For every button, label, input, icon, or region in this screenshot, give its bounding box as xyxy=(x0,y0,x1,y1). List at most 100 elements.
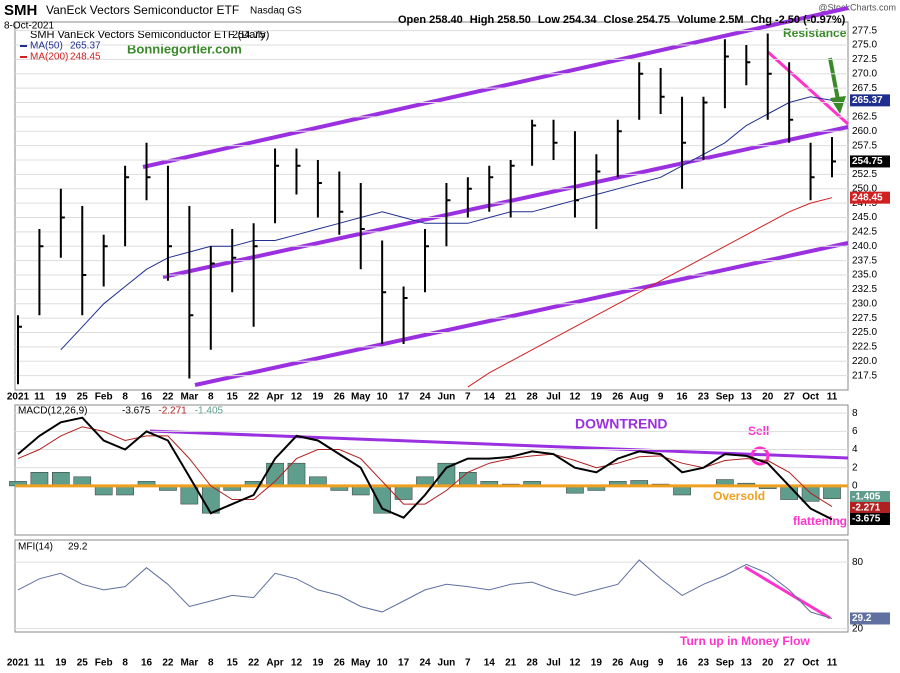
value-label: 254.75 xyxy=(852,156,883,167)
x-tick-label: 11 xyxy=(34,658,45,669)
legend-title: SMH VanEck Vectors Semiconductor ETF (Da… xyxy=(30,29,269,41)
mfi-line xyxy=(17,559,833,619)
y-tick-label: 0 xyxy=(852,481,858,492)
y-tick-label: 252.5 xyxy=(852,169,877,180)
x-tick-label: 7 xyxy=(465,392,471,403)
symbol: SMH xyxy=(4,2,37,19)
x-tick-label: 19 xyxy=(312,658,324,669)
x-tick-label: 23 xyxy=(698,658,710,669)
channel-lower xyxy=(194,241,849,387)
quote-value: 258.40 xyxy=(429,14,463,26)
x-tick-label: 15 xyxy=(227,658,239,669)
x-tick-label: 28 xyxy=(527,658,539,669)
x-tick-label: 17 xyxy=(398,658,410,669)
y-tick-label: 80 xyxy=(852,557,864,568)
x-tick-label: 16 xyxy=(141,658,153,669)
y-tick-label: 262.5 xyxy=(852,112,877,123)
x-tick-label: 15 xyxy=(227,392,239,403)
legend-label: MA(50) xyxy=(30,41,63,52)
annotation: Resistance xyxy=(783,26,847,40)
x-tick-label: 8 xyxy=(122,392,128,403)
x-tick-label: 16 xyxy=(676,658,688,669)
y-tick-label: 2 xyxy=(852,462,858,473)
x-tick-label: 13 xyxy=(741,392,753,403)
y-tick-label: 242.5 xyxy=(852,227,877,238)
x-tick-label: Apr xyxy=(266,658,283,669)
x-tick-label: 26 xyxy=(334,658,346,669)
y-tick-label: 217.5 xyxy=(852,370,877,381)
x-tick-label: 14 xyxy=(484,658,496,669)
x-tick-label: 8 xyxy=(122,658,128,669)
x-tick-label: May xyxy=(351,658,371,669)
annotation: Turn up in Money Flow xyxy=(680,634,810,648)
x-tick-label: 22 xyxy=(248,392,260,403)
x-tick-label: Jun xyxy=(438,392,456,403)
x-tick-label: 16 xyxy=(141,392,153,403)
legend-value: -2.271 xyxy=(158,406,187,417)
mfi-trendline xyxy=(744,565,831,620)
y-tick-label: 237.5 xyxy=(852,255,877,266)
x-tick-label: Apr xyxy=(266,392,283,403)
x-tick-label: Mar xyxy=(180,392,198,403)
quote-value: 2.5M xyxy=(719,14,743,26)
y-tick-label: 272.5 xyxy=(852,54,877,65)
x-tick-label: 19 xyxy=(591,392,603,403)
x-tick-label: 26 xyxy=(334,392,346,403)
y-tick-label: 240.0 xyxy=(852,241,877,252)
x-tick-label: 24 xyxy=(419,392,431,403)
macd-line xyxy=(17,416,833,521)
quote-label: Volume xyxy=(677,14,716,26)
x-tick-label: 2021 xyxy=(7,658,30,669)
y-tick-label: 257.5 xyxy=(852,140,877,151)
sell-circle xyxy=(750,446,770,466)
x-tick-label: 8 xyxy=(208,392,214,403)
x-tick-label: Oct xyxy=(802,658,819,669)
value-box xyxy=(850,513,890,525)
value-box xyxy=(850,94,890,107)
quote-label: Close xyxy=(604,14,634,26)
y-tick-label: 8 xyxy=(852,408,858,419)
y-tick-label: 227.5 xyxy=(852,313,877,324)
x-tick-label: 22 xyxy=(162,658,174,669)
x-tick-label: 12 xyxy=(569,658,581,669)
legend-title: MFI(14) xyxy=(18,542,53,553)
x-tick-label: Sep xyxy=(716,658,734,669)
x-tick-label: 25 xyxy=(77,392,89,403)
legend-label: MA(200) xyxy=(30,52,68,63)
x-tick-label: 11 xyxy=(827,658,838,669)
x-tick-label: 14 xyxy=(484,392,496,403)
histogram-bar xyxy=(459,472,477,487)
legend-value: -3.675 xyxy=(122,406,151,417)
quote-value: 254.75 xyxy=(637,14,671,26)
x-tick-label: 12 xyxy=(291,658,303,669)
x-tick-label: 12 xyxy=(569,392,581,403)
x-tick-label: 28 xyxy=(527,392,539,403)
x-tick-label: 9 xyxy=(658,658,664,669)
y-tick-label: 245.0 xyxy=(852,212,877,223)
quote-label: Open xyxy=(398,14,426,26)
y-tick-label: 220.0 xyxy=(852,356,877,367)
quote-label: Chg xyxy=(751,14,772,26)
x-tick-label: Aug xyxy=(629,658,648,669)
histogram-bar xyxy=(30,472,49,487)
x-tick-label: Jun xyxy=(438,658,456,669)
macd-trendline xyxy=(149,429,849,460)
x-tick-label: Jul xyxy=(546,392,561,403)
y-tick-label: 225.0 xyxy=(852,327,877,338)
exchange: Nasdaq GS xyxy=(250,6,302,17)
channel-middle xyxy=(162,125,849,279)
y-tick-label: 267.5 xyxy=(852,83,877,94)
value-box xyxy=(850,502,890,514)
value-label: -1.405 xyxy=(852,492,881,503)
x-tick-label: 17 xyxy=(398,392,410,403)
y-tick-label: 232.5 xyxy=(852,284,877,295)
x-tick-label: Feb xyxy=(95,392,113,403)
annotation: Bonniegortler.com xyxy=(127,41,242,56)
value-box xyxy=(850,612,890,625)
x-tick-label: 27 xyxy=(784,392,796,403)
y-tick-label: 20 xyxy=(852,623,864,634)
annotation: DOWNTREND xyxy=(575,416,668,432)
x-tick-label: Feb xyxy=(95,658,113,669)
price-panel xyxy=(14,21,849,391)
